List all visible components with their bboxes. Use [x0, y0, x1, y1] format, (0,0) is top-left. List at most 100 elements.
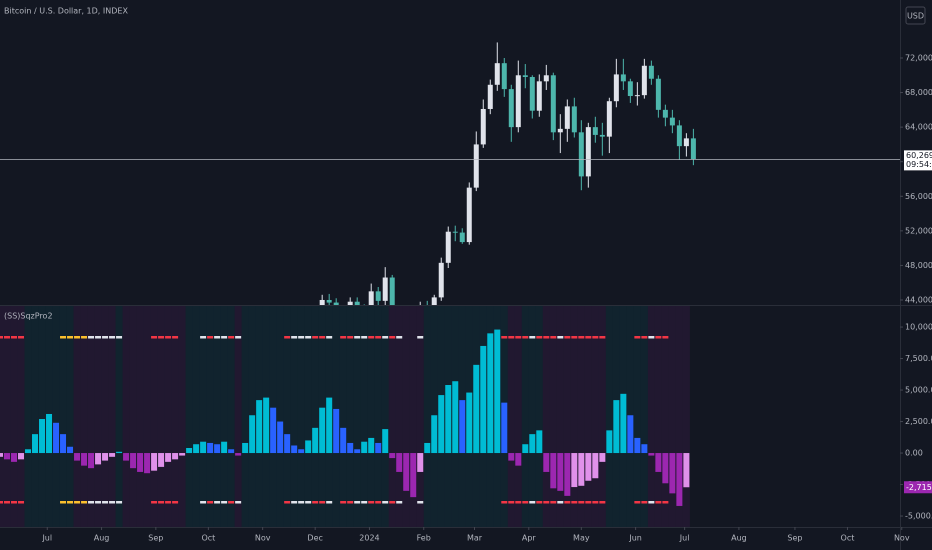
background-tint — [171, 306, 179, 527]
squeeze-dot — [417, 336, 424, 339]
x-tick-label: Sep — [148, 534, 163, 543]
histogram-bar — [417, 453, 424, 472]
histogram-bar — [291, 445, 298, 454]
histogram-bar — [67, 446, 74, 454]
candle-body — [452, 231, 458, 233]
squeeze-dot — [347, 336, 354, 339]
currency-label[interactable]: USD — [907, 12, 924, 21]
candle-body — [662, 109, 668, 118]
y-tick-label: 10,000.00 — [905, 323, 932, 332]
y-tick-label: -5,000.00 — [905, 512, 932, 521]
candle-body — [599, 134, 605, 137]
squeeze-dot — [648, 336, 655, 339]
background-tint — [10, 306, 18, 527]
squeeze-dot — [88, 336, 95, 339]
histogram-bar — [4, 453, 11, 460]
histogram-bar — [88, 453, 95, 469]
squeeze-dot — [396, 501, 403, 504]
x-tick-label: Jul — [679, 534, 690, 543]
y-tick-label: 5,000.00 — [905, 386, 932, 395]
histogram-bar — [473, 364, 480, 454]
histogram-bar — [459, 400, 466, 454]
squeeze-dot — [151, 336, 158, 339]
background-tint — [108, 306, 116, 527]
squeeze-dot — [648, 501, 655, 504]
histogram-bar — [200, 441, 207, 454]
background-tint — [346, 306, 354, 527]
squeeze-dot — [508, 501, 515, 504]
squeeze-dot — [340, 336, 347, 339]
histogram-bar — [648, 453, 655, 456]
histogram-bar — [529, 434, 536, 454]
squeeze-dot — [116, 336, 123, 339]
background-tint — [185, 306, 193, 527]
background-tint — [605, 306, 613, 527]
squeeze-dot — [221, 501, 228, 504]
candle-body — [627, 81, 633, 97]
squeeze-dot — [389, 336, 396, 339]
y-tick-label: 56,000.00 — [905, 192, 932, 201]
candle-body — [648, 65, 654, 79]
background-tint — [122, 306, 130, 527]
background-tint — [178, 306, 186, 527]
squeeze-dot — [396, 336, 403, 339]
histogram-bar — [410, 453, 417, 498]
indicator-pane — [0, 306, 690, 527]
candle-body — [473, 144, 479, 188]
y-tick-label: 2,500.00 — [905, 417, 932, 426]
candle-body — [620, 74, 626, 82]
squeeze-dot — [81, 501, 88, 504]
histogram-bar — [81, 453, 88, 466]
squeeze-dot — [18, 336, 25, 339]
background-tint — [381, 306, 389, 527]
histogram-bar — [368, 437, 375, 454]
squeeze-dot — [382, 501, 389, 504]
squeeze-dot — [291, 501, 298, 504]
candle-body — [515, 75, 521, 128]
squeeze-dot — [11, 336, 18, 339]
candle-body — [459, 232, 465, 243]
x-tick-label: 2024 — [359, 534, 379, 543]
squeeze-dot — [165, 336, 172, 339]
candle-body — [368, 291, 374, 305]
histogram-bar — [179, 453, 186, 456]
candle-body — [634, 95, 640, 97]
squeeze-dot — [655, 336, 662, 339]
squeeze-dot — [536, 336, 543, 339]
x-tick-label: May — [573, 534, 590, 543]
histogram-bar — [564, 453, 571, 496]
background-tint — [213, 306, 221, 527]
squeeze-dot — [305, 336, 312, 339]
candle-body — [480, 108, 486, 145]
histogram-bar — [375, 442, 382, 454]
x-tick-label: Jun — [628, 534, 642, 543]
histogram-bar — [403, 453, 410, 491]
squeeze-dot — [74, 501, 81, 504]
background-tint — [59, 306, 67, 527]
price-pane — [0, 42, 900, 305]
histogram-bar — [242, 442, 249, 454]
candle-body — [389, 277, 395, 305]
candle-body — [333, 302, 339, 305]
histogram-bar — [634, 437, 641, 454]
squeeze-dot — [529, 501, 536, 504]
histogram-bar — [193, 444, 200, 454]
squeeze-dot — [634, 501, 641, 504]
histogram-bar — [109, 453, 116, 457]
y-tick-label: 48,000.00 — [905, 261, 932, 270]
histogram-bar — [186, 448, 193, 454]
histogram-bar — [0, 453, 4, 457]
background-tint — [199, 306, 207, 527]
squeeze-dot — [375, 336, 382, 339]
y-tick-label: 52,000.00 — [905, 226, 932, 235]
background-tint — [31, 306, 39, 527]
histogram-bar — [655, 453, 662, 472]
currency-button[interactable] — [905, 6, 926, 25]
candle-body — [571, 106, 577, 133]
histogram-bar — [305, 440, 312, 454]
background-tint — [290, 306, 298, 527]
histogram-bar — [354, 449, 361, 454]
last-price-label: 60,269.62 — [906, 151, 932, 160]
histogram-bar — [494, 329, 501, 454]
squeeze-dot — [319, 336, 326, 339]
